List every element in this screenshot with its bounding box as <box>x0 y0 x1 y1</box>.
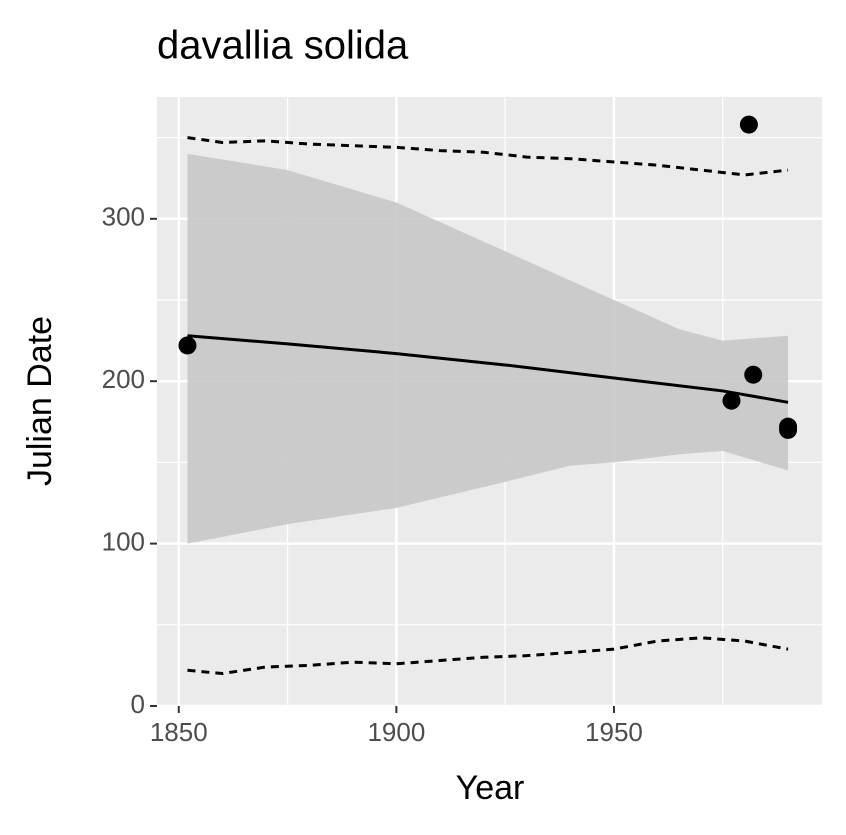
y-tick-label: 0 <box>131 689 145 719</box>
data-point <box>779 420 798 439</box>
confidence-band <box>187 153 789 544</box>
data-point <box>744 365 763 384</box>
x-tick-label: 1900 <box>367 717 425 747</box>
y-tick-label: 200 <box>102 364 145 394</box>
x-axis-label: Year <box>456 769 525 807</box>
chart-title: davallia solida <box>157 24 409 68</box>
y-tick-label: 100 <box>102 526 145 556</box>
upper-bound-line <box>187 136 789 177</box>
y-axis-label: Julian Date <box>21 316 59 486</box>
x-tick-label: 1950 <box>585 717 643 747</box>
x-tick-label: 1850 <box>150 717 208 747</box>
data-point <box>739 115 758 134</box>
data-point <box>178 336 197 355</box>
lower-bound-line <box>187 636 789 676</box>
data-point <box>722 391 741 410</box>
y-tick-label: 300 <box>102 202 145 232</box>
trend-line <box>187 334 789 404</box>
